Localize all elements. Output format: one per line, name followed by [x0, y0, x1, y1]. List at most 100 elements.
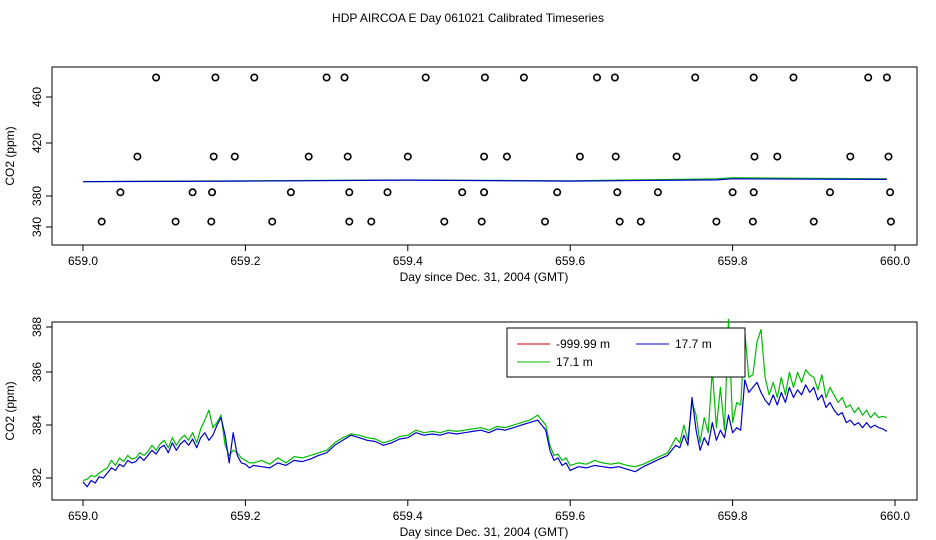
- outlier-point: [188, 188, 197, 197]
- outlier-point: [728, 188, 737, 197]
- outlier-point: [653, 188, 662, 197]
- x-tick-label: 659.6: [555, 509, 585, 523]
- outlier-point: [345, 188, 354, 197]
- outlier-point: [882, 73, 891, 82]
- outlier-point: [613, 188, 622, 197]
- outlier-point: [268, 217, 277, 226]
- outlier-point: [519, 73, 528, 82]
- outlier-point: [691, 73, 700, 82]
- bottom-panel: 659.0 659.2 659.4 659.6 659.8 660.0 382 384 386…: [3, 317, 918, 539]
- y-tick-label: 388: [30, 317, 44, 337]
- series-line-17-7-m: [82, 379, 888, 488]
- top-y-axis-label: CO2 (ppm): [3, 126, 17, 185]
- outlier-point: [208, 188, 217, 197]
- outlier-point: [553, 188, 562, 197]
- outlier-point: [211, 73, 220, 82]
- outlier-point: [884, 152, 893, 161]
- outlier-point: [886, 217, 895, 226]
- legend-box: [506, 327, 746, 378]
- x-tick-label: 659.2: [230, 254, 260, 268]
- top-series-lines: [82, 177, 887, 183]
- x-tick-label: 659.2: [230, 509, 260, 523]
- top-x-axis-label: Day since Dec. 31, 2004 (GMT): [400, 270, 569, 284]
- outlier-point: [152, 73, 161, 82]
- legend-label-blue: 17.7 m: [675, 337, 712, 351]
- y-tick-label: 386: [30, 362, 44, 382]
- outlier-point: [480, 152, 489, 161]
- outlier-point: [825, 188, 834, 197]
- outlier-point: [502, 152, 511, 161]
- series-line-17-1-m: [82, 318, 888, 482]
- outlier-point: [592, 73, 601, 82]
- outlier-point: [773, 152, 782, 161]
- top-y-axis: 340 380 420 460: [30, 87, 52, 237]
- y-tick-label: 382: [30, 468, 44, 488]
- y-tick-label: 340: [30, 217, 44, 237]
- x-tick-label: 660.0: [880, 509, 910, 523]
- outlier-point: [133, 152, 142, 161]
- outlier-point: [809, 217, 818, 226]
- outlier-point: [250, 73, 259, 82]
- outlier-point: [672, 152, 681, 161]
- outlier-point: [403, 152, 412, 161]
- outlier-point: [343, 152, 352, 161]
- outlier-point: [575, 152, 584, 161]
- outlier-point: [749, 188, 758, 197]
- y-tick-label: 380: [30, 186, 44, 206]
- bottom-plot-frame: [51, 321, 918, 501]
- outlier-point: [322, 73, 331, 82]
- bottom-x-axis-label: Day since Dec. 31, 2004 (GMT): [400, 525, 569, 539]
- outlier-point: [209, 152, 218, 161]
- outlier-point: [789, 73, 798, 82]
- y-tick-label: 460: [30, 87, 44, 107]
- legend-label-red: -999.99 m: [556, 337, 610, 351]
- legend-label-green: 17.1 m: [556, 355, 593, 369]
- outlier-point: [477, 217, 486, 226]
- bottom-x-axis: 659.0 659.2 659.4 659.6 659.8 660.0: [68, 500, 910, 523]
- bottom-y-axis-label: CO2 (ppm): [3, 381, 17, 440]
- outlier-point: [207, 217, 216, 226]
- outlier-point: [749, 73, 758, 82]
- outlier-point: [421, 73, 430, 82]
- y-tick-label: 384: [30, 415, 44, 435]
- outlier-point: [610, 73, 619, 82]
- x-tick-label: 659.6: [555, 254, 585, 268]
- outlier-point: [886, 188, 895, 197]
- figure-title: HDP AIRCOA E Day 061021 Calibrated Times…: [332, 11, 604, 25]
- outlier-point: [846, 152, 855, 161]
- outlier-point: [171, 217, 180, 226]
- x-tick-label: 659.8: [718, 509, 748, 523]
- x-tick-label: 660.0: [880, 254, 910, 268]
- outlier-point: [304, 152, 313, 161]
- series-line-1: [82, 178, 887, 183]
- outlier-point: [97, 217, 106, 226]
- outlier-point: [540, 217, 549, 226]
- top-outlier-points: [97, 73, 895, 226]
- outlier-point: [230, 152, 239, 161]
- outlier-point: [636, 217, 645, 226]
- outlier-point: [458, 188, 467, 197]
- outlier-point: [440, 217, 449, 226]
- x-tick-label: 659.0: [68, 509, 98, 523]
- outlier-point: [116, 188, 125, 197]
- top-plot-frame: [51, 66, 918, 246]
- x-tick-label: 659.4: [393, 509, 423, 523]
- outlier-point: [345, 217, 354, 226]
- x-tick-label: 659.0: [68, 254, 98, 268]
- bottom-y-axis: 382 384 386 388: [30, 317, 52, 488]
- outlier-point: [480, 73, 489, 82]
- outlier-point: [615, 217, 624, 226]
- outlier-point: [748, 217, 757, 226]
- outlier-point: [712, 217, 721, 226]
- outlier-point: [367, 217, 376, 226]
- top-x-axis: 659.0 659.2 659.4 659.6 659.8 660.0: [68, 245, 910, 268]
- outlier-point: [480, 188, 489, 197]
- y-tick-label: 420: [30, 133, 44, 153]
- outlier-point: [611, 152, 620, 161]
- outlier-point: [286, 188, 295, 197]
- bottom-series-lines: [82, 318, 888, 488]
- x-tick-label: 659.4: [393, 254, 423, 268]
- x-tick-label: 659.8: [718, 254, 748, 268]
- outlier-point: [750, 152, 759, 161]
